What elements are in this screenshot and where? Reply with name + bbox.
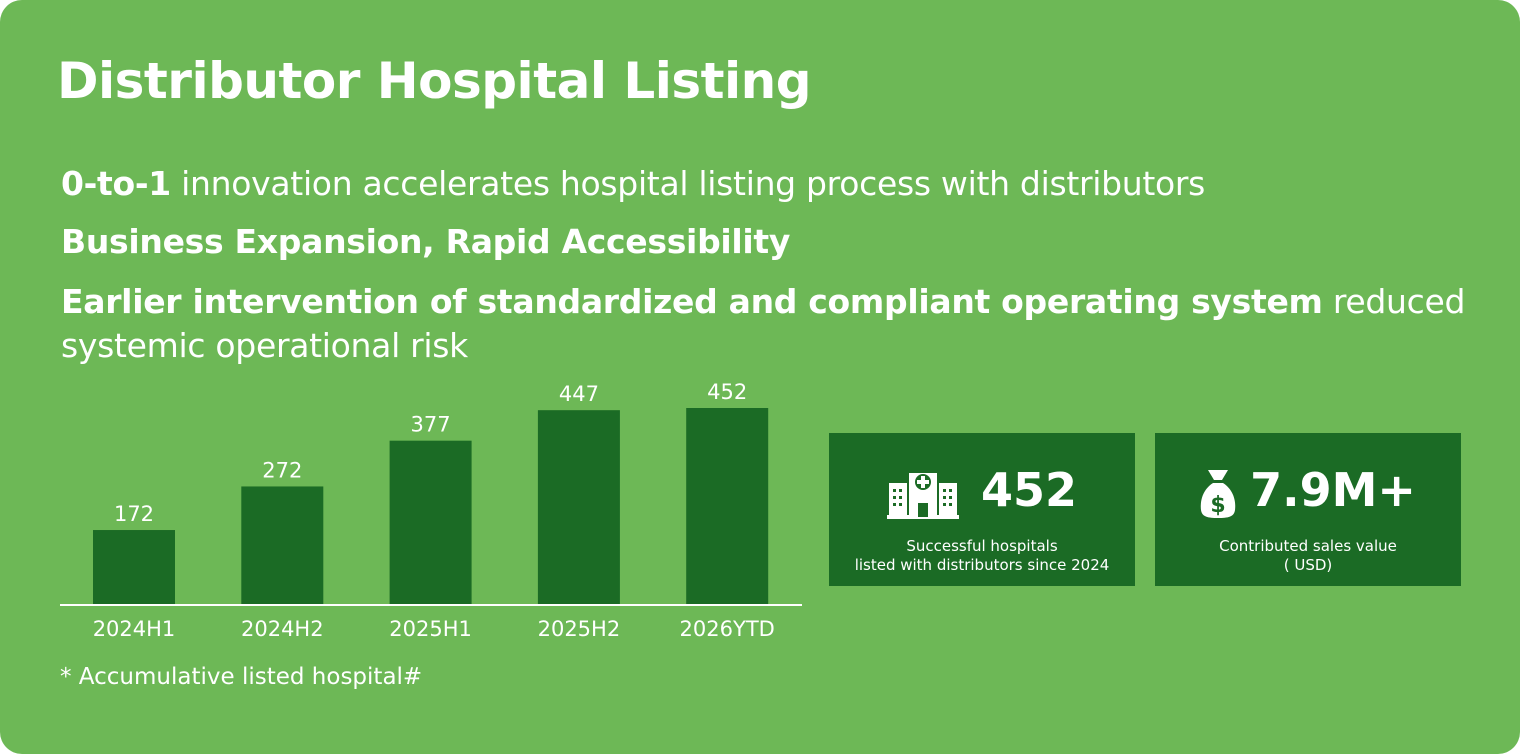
headline-3-bold: Earlier intervention of standardized and… <box>61 282 1323 321</box>
data-label: 272 <box>262 458 302 482</box>
bar <box>537 410 620 605</box>
bar <box>686 408 769 605</box>
page-title: Distributor Hospital Listing <box>57 52 812 110</box>
headline-2: Business Expansion, Rapid Accessibility <box>61 222 791 261</box>
x-tick-label: 2025H1 <box>389 617 472 641</box>
stat-caption-line2: listed with distributors since 2024 <box>854 556 1110 574</box>
money-bag-icon: $ <box>1200 469 1236 518</box>
footnote: * Accumulative listed hospital# <box>60 664 423 690</box>
bar <box>241 486 324 605</box>
bar <box>93 530 175 605</box>
stat-value: 452 <box>980 463 1078 517</box>
bar-chart: 172 2024H1 272 2024H2 377 2025H1 447 2025H2 452 2… <box>60 380 802 641</box>
bar <box>389 440 472 605</box>
data-label: 377 <box>411 413 451 437</box>
headline-1-rest: innovation accelerates hospital listing … <box>170 164 1206 203</box>
headline-1: 0-to-1 innovation accelerates hospital l… <box>61 164 1205 203</box>
data-label: 447 <box>559 382 599 406</box>
svg-text:$: $ <box>1210 493 1225 518</box>
data-label: 172 <box>114 502 154 526</box>
headline-4: systemic operational risk <box>61 326 468 365</box>
stat-caption-line1: Successful hospitals <box>906 537 1058 555</box>
x-tick-label: 2025H2 <box>538 617 621 641</box>
data-label: 452 <box>707 380 747 404</box>
headline-3-rest: reduced <box>1322 282 1466 321</box>
headline-1-bold: 0-to-1 <box>61 164 171 203</box>
x-tick-label: 2026YTD <box>680 617 775 641</box>
x-tick-label: 2024H1 <box>93 617 176 641</box>
headline-3: Earlier intervention of standardized and… <box>61 282 1465 321</box>
x-tick-label: 2024H2 <box>241 617 324 641</box>
stat-card-hospitals: 452 Successful hospitals listed with dist… <box>829 433 1135 586</box>
stat-caption-line1: Contributed sales value <box>1219 537 1397 555</box>
hospital-icon <box>886 472 959 519</box>
stat-card-sales: $ 7.9M+ Contributed sales value( USD) <box>1155 433 1461 586</box>
stat-caption-line2: ( USD) <box>1283 556 1333 574</box>
stat-value: 7.9M+ <box>1250 463 1416 517</box>
